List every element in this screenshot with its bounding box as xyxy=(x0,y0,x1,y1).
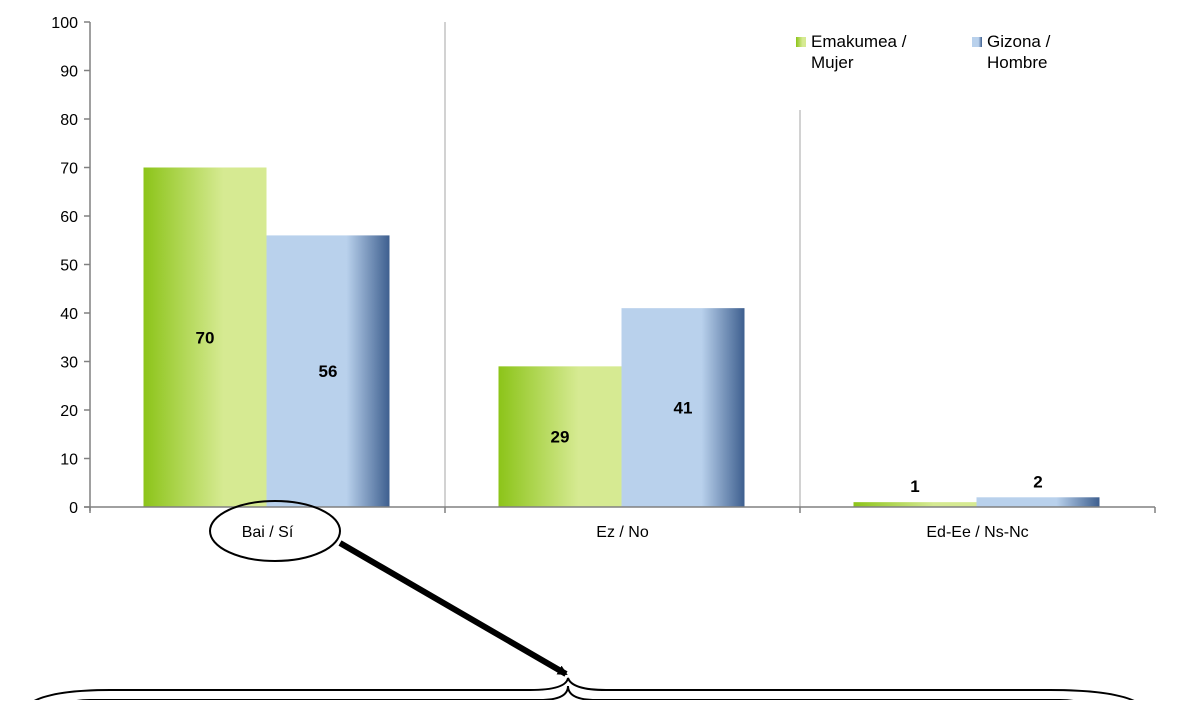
highlight-ellipse xyxy=(209,500,341,562)
legend-label: Emakumea / xyxy=(811,32,907,51)
legend-swatch xyxy=(972,37,982,47)
bar-series-1 xyxy=(976,497,1100,507)
category-dividers xyxy=(444,22,801,507)
bars-group xyxy=(143,167,1100,507)
bar-series-1 xyxy=(621,308,745,507)
legend-label: Mujer xyxy=(811,53,854,72)
bar-series-0 xyxy=(853,502,977,507)
data-labels: 70 29 1 56 41 2 xyxy=(196,328,1043,496)
y-tick-label: 20 xyxy=(60,403,78,420)
bar-series-0 xyxy=(143,167,267,507)
legend-item: Emakumea / Mujer xyxy=(796,32,907,72)
y-tick-label: 50 xyxy=(60,258,78,275)
bar-series-1 xyxy=(266,235,390,507)
y-tick-label: 90 xyxy=(60,64,78,81)
highlight-arrow xyxy=(338,540,568,677)
data-label: 2 xyxy=(1033,472,1042,491)
y-tick-label: 100 xyxy=(51,15,78,32)
y-tick-label: 0 xyxy=(69,500,78,517)
legend-label: Gizona / xyxy=(987,32,1051,51)
y-tick-label: 30 xyxy=(60,355,78,372)
legend-item: Gizona / Hombre xyxy=(972,32,1051,72)
category-label: Ez / No xyxy=(596,524,649,541)
data-label: 29 xyxy=(551,428,570,447)
category-label: Ed-Ee / Ns-Nc xyxy=(926,524,1028,541)
y-tick-label: 80 xyxy=(60,112,78,129)
legend-swatch xyxy=(796,37,806,47)
category-labels: Bai / Sí Ez / No Ed-Ee / Ns-Nc xyxy=(242,524,1029,541)
y-tick-label: 70 xyxy=(60,161,78,178)
category-label: Bai / Sí xyxy=(242,524,294,541)
data-label: 1 xyxy=(910,477,919,496)
legend: Emakumea / Mujer Gizona / Hombre xyxy=(796,32,1051,72)
axes-group xyxy=(84,21,1156,513)
y-tick-label: 10 xyxy=(60,452,78,469)
data-label: 41 xyxy=(674,399,693,418)
data-label: 56 xyxy=(319,362,338,381)
legend-label: Hombre xyxy=(987,53,1047,72)
bar-series-0 xyxy=(498,366,622,507)
annotation-callout-box xyxy=(59,685,1087,705)
y-tick-label: 40 xyxy=(60,306,78,323)
y-tick-labels: 0 10 20 30 40 50 60 70 80 90 100 xyxy=(51,15,78,517)
data-label: 70 xyxy=(196,328,215,347)
y-tick-label: 60 xyxy=(60,209,78,226)
annotation-brace xyxy=(26,677,1143,705)
